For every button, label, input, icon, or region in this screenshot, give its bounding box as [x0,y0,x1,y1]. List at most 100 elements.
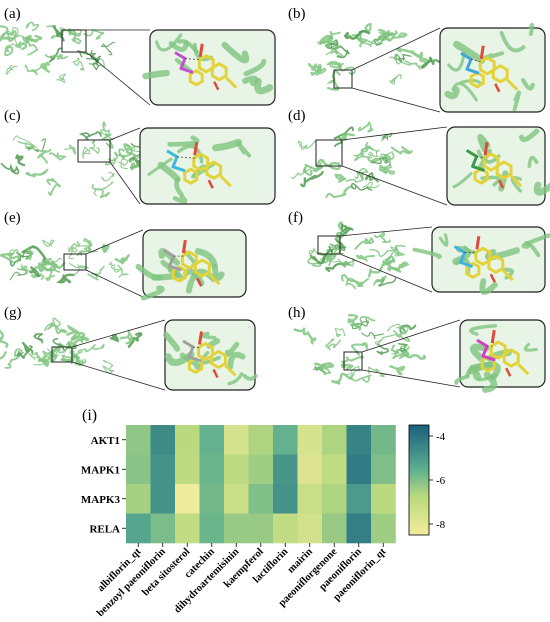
interacting-residue [162,248,184,272]
heatmap-cell [175,425,200,455]
colorbar-tick-label: -4 [436,431,446,443]
binding-site-box [61,29,87,53]
binding-site-box [315,139,343,167]
panel-label-g: (g) [4,305,22,321]
heatmap-cell [273,513,298,544]
heatmap-cell [150,513,176,544]
heatmap-cell [371,484,396,514]
protein-structure [0,21,115,84]
heatmap-cell [297,513,323,544]
heatmap-cell [175,484,200,514]
heatmap-cell [150,484,176,514]
binding-site-box [63,253,87,271]
heatmap-cell [150,425,176,455]
panel-label-d: (d) [288,108,306,124]
protein-structure [291,121,413,199]
heatmap-cell [126,484,151,514]
colorbar-gradient [408,424,430,536]
heatmap-cell [371,513,396,544]
binding-site-box [77,139,111,163]
colorbar: -4 -6 -8 [408,424,446,536]
heatmap-row-label: MAPK3 [81,494,121,506]
heatmap-cell [175,454,200,485]
binding-site-zoom [139,127,276,205]
binding-site-zoom [135,229,247,301]
zoom-connector [341,165,448,206]
binding-site-zoom [446,126,550,206]
panel-label-h: (h) [288,305,306,321]
heatmap-row-label: AKT1 [91,435,120,447]
zoom-connector [85,51,151,106]
zoom-connector [85,269,144,298]
protein-structure [0,317,143,374]
heatmap-cell [199,484,225,514]
docking-panels: (a) (b) (c) (d) (e) (f) (g) (h) [0,6,550,393]
zoom-connector [109,161,141,205]
heatmap-cell [199,425,225,455]
heatmap-row-labels: AKT1 MAPK1 MAPK3 RELA [81,435,126,535]
interacting-residue [182,339,202,363]
binding-site-box [317,235,341,255]
interacting-residue [465,149,486,172]
colorbar-tick-label: -6 [436,475,446,487]
binding-site-zoom [439,22,546,113]
ligand-molecule [469,45,519,93]
zoom-connector [351,87,441,113]
binding-site-box [343,351,363,371]
heatmap-cell [322,484,347,514]
heatmap-cell [297,454,323,485]
heatmap-cell [126,425,151,455]
heatmap-cell [297,484,323,514]
protein-structure [293,313,427,385]
panel-label-i: (i) [82,407,97,424]
heatmap-cell [150,454,176,485]
heatmap-cell [126,454,151,485]
zoom-connector [71,361,166,391]
zoom-connector [351,27,441,71]
zoom-connector [71,319,166,348]
docking-heatmap: (i) AKT1 MAPK1 MAPK3 RELA albiflorin_qtbenz… [81,407,446,619]
heatmap-cells [126,425,396,544]
protein-structure [0,238,130,284]
heatmap-cell [248,513,274,544]
heatmap-cell [346,484,372,514]
interacting-residue [174,51,201,74]
heatmap-cell [322,454,347,485]
panel-label-a: (a) [4,6,21,22]
heatmap-cell [346,513,372,544]
panel-label-f: (f) [288,210,303,226]
zoom-connector [339,226,433,237]
zoom-connector [361,319,461,353]
binding-site-box [333,69,353,89]
heatmap-cell [224,425,249,455]
heatmap-row-label: RELA [89,523,120,535]
interacting-residue [460,51,482,75]
heatmap-cell [175,513,200,544]
protein-structure [307,22,442,91]
heatmap-cell [248,454,274,485]
heatmap-cell [346,425,372,455]
colorbar-tick-label: -8 [436,519,446,531]
interacting-residue [453,245,477,268]
heatmap-cell [371,425,396,455]
protein-structure [307,221,410,290]
heatmap-cell [224,484,249,514]
heatmap-cell [273,484,298,514]
heatmap-cell [126,513,151,544]
heatmap-cell [224,513,249,544]
heatmap-cell [322,425,347,455]
heatmap-row-label: MAPK1 [81,464,120,476]
binding-site-zoom [412,226,550,295]
heatmap-cell [248,484,274,514]
heatmap-cell [199,513,225,544]
heatmap-cell [224,454,249,485]
heatmap-cell [371,454,396,485]
ligand-molecule [187,331,237,379]
panel-label-c: (c) [4,108,21,124]
panel-label-e: (e) [4,210,21,226]
binding-site-box [51,346,73,363]
zoom-connector [361,369,461,388]
binding-site-zoom [142,29,276,106]
heatmap-cell [322,513,347,544]
